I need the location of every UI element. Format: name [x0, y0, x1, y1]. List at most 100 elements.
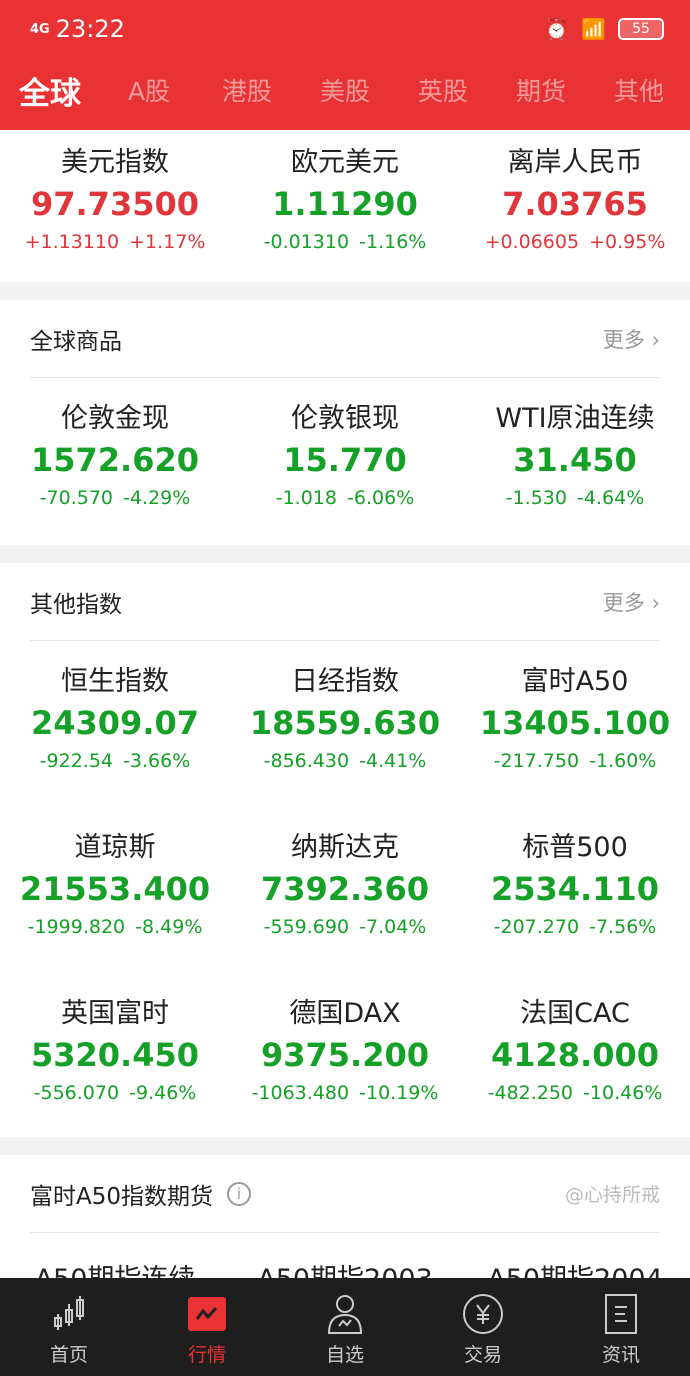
quote-price: 2534.110 — [490, 870, 659, 908]
quote-percent: -7.04% — [359, 916, 427, 938]
quote-item[interactable]: 伦敦银现 15.770 -1.018 -6.06% — [230, 378, 460, 544]
quote-change: +0.06605 — [484, 231, 580, 253]
battery-icon: 55 — [618, 18, 664, 40]
quote-change: -217.750 — [493, 750, 580, 772]
indices-row: 英国富时 5320.450 -556.070 -9.46% 德国DAX 9375… — [0, 973, 690, 1139]
quote-name: 标普500 — [522, 832, 628, 863]
quote-price: 18559.630 — [249, 704, 441, 742]
quote-item[interactable]: A50期指2003 — [230, 1233, 460, 1278]
section-title: 全球商品 — [30, 328, 122, 355]
header: 4G 23:22 ⏰ 📶 55 全球 A股 港股 美股 英股 期货 其他 — [0, 0, 690, 130]
nav-item-3[interactable]: 交易 — [414, 1278, 552, 1376]
quote-name: A50期指连续 — [0, 1257, 230, 1278]
indices-row: 恒生指数 24309.07 -922.54 -3.66% 日经指数 18559.… — [0, 641, 690, 807]
alarm-icon: ⏰ — [544, 17, 570, 41]
indices-row: 道琼斯 21553.400 -1999.820 -8.49% 纳斯达克 7392… — [0, 807, 690, 973]
tab-4[interactable]: 英股 — [417, 77, 468, 106]
wifi-icon: 📶 — [581, 17, 606, 41]
quote-percent: -1.60% — [589, 750, 657, 772]
quote-change: -70.570 — [39, 487, 114, 509]
quote-name: WTI原油连续 — [495, 403, 655, 434]
quote-item[interactable]: 标普500 2534.110 -207.270 -7.56% — [460, 807, 690, 973]
quote-price: 1572.620 — [30, 441, 199, 479]
tab-1[interactable]: A股 — [127, 77, 171, 106]
commodities-card: 全球商品 更多 › 伦敦金现 1572.620 -70.570 -4.29% 伦敦… — [0, 300, 690, 545]
quote-item[interactable]: 伦敦金现 1572.620 -70.570 -4.29% — [0, 378, 230, 544]
quote-name: 德国DAX — [289, 998, 401, 1029]
quote-price: 24309.07 — [30, 704, 199, 742]
quote-price: 4128.000 — [490, 1036, 659, 1074]
yuan-icon — [414, 1294, 552, 1334]
quote-item[interactable]: 道琼斯 21553.400 -1999.820 -8.49% — [0, 807, 230, 973]
quote-percent: -9.46% — [129, 1082, 197, 1104]
nav-item-0[interactable]: 首页 — [0, 1278, 138, 1376]
more-button[interactable]: 更多 › — [602, 590, 660, 615]
quote-name: 道琼斯 — [74, 832, 156, 863]
quote-name: 美元指数 — [61, 147, 169, 178]
quote-change: -1063.480 — [251, 1082, 350, 1104]
quote-price: 15.770 — [283, 441, 407, 479]
quote-percent: -1.16% — [359, 231, 427, 253]
nav-item-4[interactable]: 资讯 — [552, 1278, 690, 1376]
info-icon[interactable]: i — [227, 1181, 252, 1206]
quote-item[interactable]: 欧元美元 1.11290 -0.01310 -1.16% — [230, 122, 460, 288]
signal-icon: 4G — [30, 21, 50, 37]
quote-price: 31.450 — [513, 441, 637, 479]
quote-name: 纳斯达克 — [291, 832, 399, 863]
quote-item[interactable]: 富时A50 13405.100 -217.750 -1.60% — [460, 641, 690, 807]
quote-percent: -8.49% — [135, 916, 203, 938]
market-chart-icon — [138, 1294, 276, 1334]
nav-label: 资讯 — [601, 1344, 640, 1366]
quote-percent: +1.17% — [129, 231, 206, 253]
nav-label: 首页 — [49, 1344, 88, 1366]
quote-item[interactable]: A50期指连续 — [0, 1233, 230, 1278]
quote-item[interactable]: 美元指数 97.73500 +1.13110 +1.17% — [0, 122, 230, 288]
status-bar: 4G 23:22 ⏰ 📶 55 — [30, 12, 664, 46]
quote-name: 法国CAC — [520, 998, 630, 1029]
news-doc-icon — [552, 1294, 690, 1334]
quote-item[interactable]: 离岸人民币 7.03765 +0.06605 +0.95% — [460, 122, 690, 288]
quote-item[interactable]: 法国CAC 4128.000 -482.250 -10.46% — [460, 973, 690, 1139]
quote-percent: -6.06% — [347, 487, 415, 509]
quote-item[interactable]: 英国富时 5320.450 -556.070 -9.46% — [0, 973, 230, 1139]
nav-item-1[interactable]: 行情 — [138, 1278, 276, 1376]
candlestick-icon — [0, 1294, 138, 1334]
tab-3[interactable]: 美股 — [319, 77, 370, 106]
quote-name: 富时A50 — [521, 666, 629, 697]
tab-5[interactable]: 期货 — [515, 77, 566, 106]
quote-item[interactable]: 纳斯达克 7392.360 -559.690 -7.04% — [230, 807, 460, 973]
quote-item[interactable]: A50期指2004 — [460, 1233, 690, 1278]
quote-percent: -4.64% — [577, 487, 645, 509]
quote-item[interactable]: WTI原油连续 31.450 -1.530 -4.64% — [460, 378, 690, 544]
quote-percent: -4.41% — [359, 750, 427, 772]
tab-2[interactable]: 港股 — [221, 77, 272, 106]
more-button[interactable]: 更多 › — [602, 327, 660, 352]
quote-percent: +0.95% — [589, 231, 666, 253]
a50-card: 富时A50指数期货 i @心持所戒 A50期指连续A50期指2003A50期指200… — [0, 1155, 690, 1278]
quote-change: -922.54 — [39, 750, 114, 772]
nav-label: 行情 — [187, 1344, 226, 1366]
nav-item-2[interactable]: 自选 — [276, 1278, 414, 1376]
quote-name: A50期指2004 — [460, 1257, 690, 1278]
quote-item[interactable]: 日经指数 18559.630 -856.430 -4.41% — [230, 641, 460, 807]
indices-card: 其他指数 更多 › 恒生指数 24309.07 -922.54 -3.66% 日经… — [0, 563, 690, 1137]
quote-price: 1.11290 — [272, 185, 418, 223]
tab-0[interactable]: 全球 — [19, 76, 81, 112]
section-title: 富时A50指数期货 — [30, 1183, 214, 1210]
chevron-right-icon: › — [651, 327, 660, 352]
quote-item[interactable]: 恒生指数 24309.07 -922.54 -3.66% — [0, 641, 230, 807]
quote-name: 恒生指数 — [61, 666, 169, 697]
market-tabs: 全球 A股 港股 美股 英股 期货 其他 — [0, 72, 690, 113]
quote-name: 日经指数 — [291, 666, 399, 697]
tab-6[interactable]: 其他 — [613, 77, 664, 106]
quote-percent: -10.19% — [359, 1082, 439, 1104]
nav-label: 自选 — [325, 1344, 364, 1366]
quote-price: 13405.100 — [479, 704, 671, 742]
quote-price: 9375.200 — [260, 1036, 429, 1074]
quote-change: +1.13110 — [24, 231, 120, 253]
quote-change: -1.530 — [505, 487, 567, 509]
quote-item[interactable]: 德国DAX 9375.200 -1063.480 -10.19% — [230, 973, 460, 1139]
quote-name: A50期指2003 — [230, 1257, 460, 1278]
quote-change: -482.250 — [487, 1082, 574, 1104]
section-title: 其他指数 — [30, 591, 122, 618]
